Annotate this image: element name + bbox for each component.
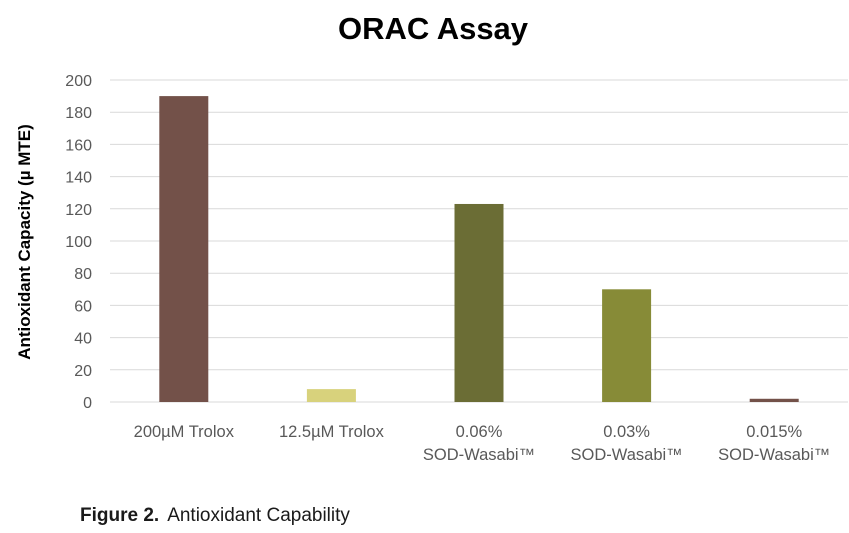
bars [159, 96, 799, 402]
bar [602, 289, 652, 402]
figure-caption: Figure 2. Antioxidant Capability [80, 505, 350, 527]
x-category-label: SOD-Wasabi™ [571, 446, 683, 464]
figure-number: Figure 2. [80, 505, 160, 526]
y-axis-title: Antioxidant Capacity (µ MTE) [15, 124, 34, 360]
y-tick-label: 100 [65, 234, 92, 251]
bar [749, 398, 799, 402]
x-category-label: 12.5µM Trolox [279, 423, 385, 441]
y-tick-label: 40 [74, 331, 92, 348]
x-category-label: SOD-Wasabi™ [423, 446, 535, 464]
y-tick-label: 60 [74, 298, 92, 315]
bar [454, 203, 504, 402]
y-tick-labels: 0 20 40 60 80 100 120 140 160 180 200 [65, 73, 92, 412]
y-tick-label: 160 [65, 137, 92, 154]
y-tick-label: 140 [65, 170, 92, 187]
y-tick-label: 120 [65, 202, 92, 219]
x-category-label: 0.06% [456, 423, 503, 441]
bar [159, 96, 209, 402]
x-category-label: 200µM Trolox [134, 423, 235, 441]
y-tick-label: 200 [65, 73, 92, 90]
figure-caption-text: Antioxidant Capability [167, 505, 350, 526]
bar [306, 389, 356, 402]
x-category-labels: 200µM Trolox 12.5µM Trolox 0.06% SOD-Wasabi… [134, 423, 831, 464]
chart-title: ORAC Assay [338, 11, 529, 46]
y-tick-label: 80 [74, 266, 92, 283]
x-category-label: SOD-Wasabi™ [718, 446, 830, 464]
y-tick-label: 0 [83, 395, 92, 412]
y-tick-label: 180 [65, 105, 92, 122]
x-category-label: 0.015% [746, 423, 802, 441]
x-category-label: 0.03% [603, 423, 650, 441]
y-tick-label: 20 [74, 363, 92, 380]
